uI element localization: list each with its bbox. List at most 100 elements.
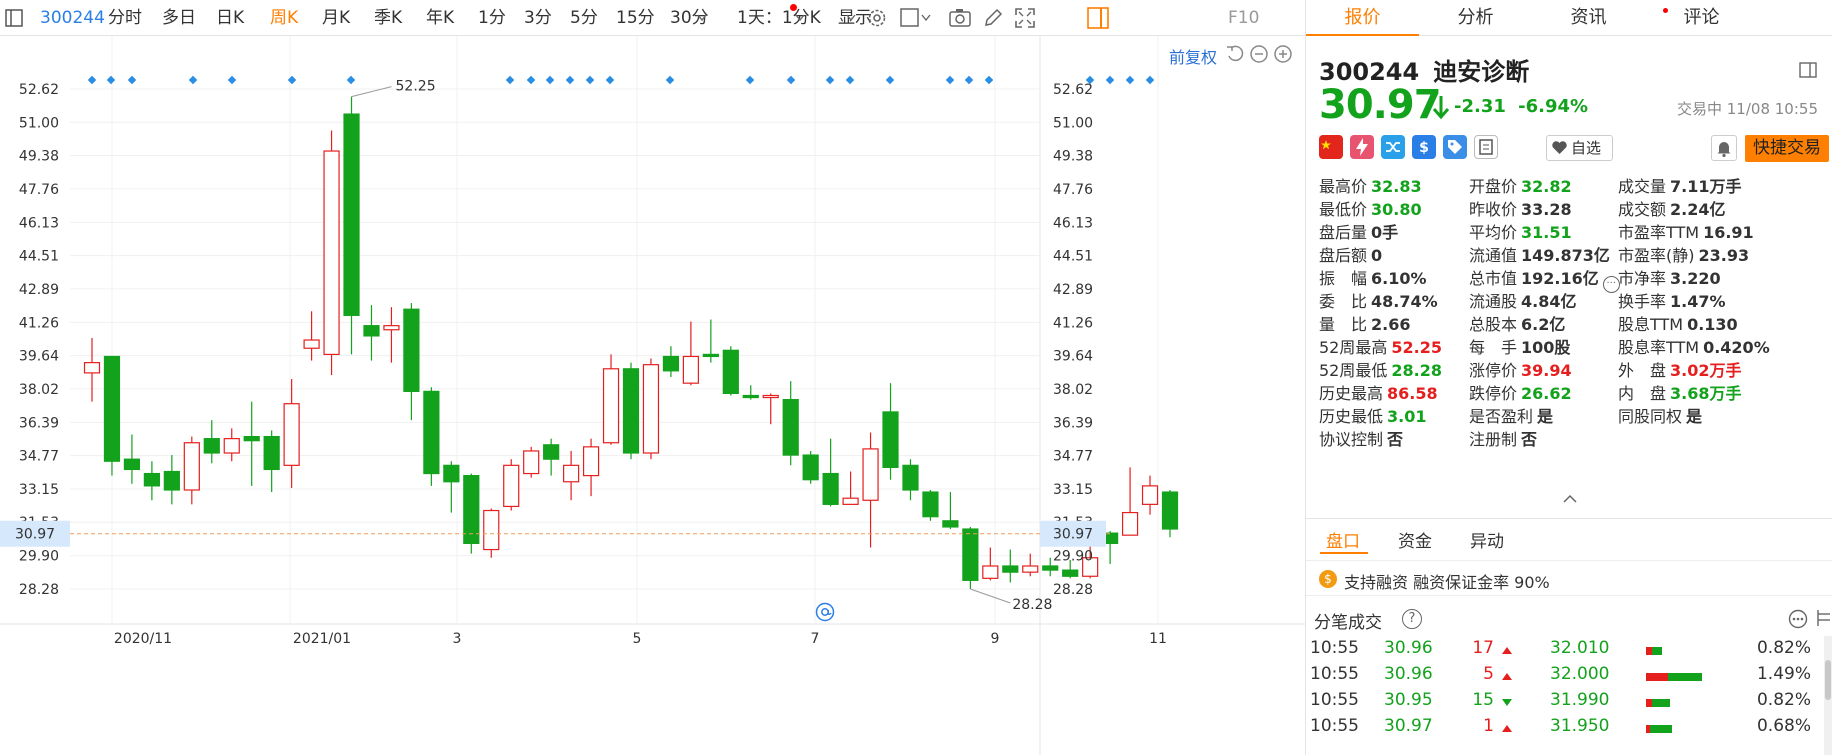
candle	[782, 381, 799, 466]
stock-code-tab[interactable]: 300244	[40, 8, 105, 28]
fullscreen-icon[interactable]	[1014, 7, 1036, 29]
event-marker[interactable]	[605, 75, 615, 85]
event-marker[interactable]	[984, 75, 994, 85]
event-marker[interactable]	[545, 75, 555, 85]
zoom-out-icon[interactable]	[1249, 44, 1269, 64]
layout-icon[interactable]	[5, 9, 23, 27]
period-tab[interactable]: 15分	[616, 8, 655, 28]
period-tab[interactable]: 显示	[838, 8, 872, 28]
candle	[463, 473, 480, 554]
lightning-icon[interactable]	[1350, 135, 1374, 159]
event-marker[interactable]	[585, 75, 595, 85]
orderbook-tab[interactable]: 盘口	[1326, 532, 1360, 552]
pencil-icon[interactable]	[983, 8, 1003, 28]
candle-body	[1022, 565, 1039, 573]
zoom-in-icon[interactable]	[1273, 44, 1293, 64]
event-marker[interactable]	[106, 75, 116, 85]
chevron-down-icon[interactable]	[846, 14, 856, 22]
camera-icon[interactable]	[949, 8, 971, 28]
kline-chart-area[interactable]: 前复权 52.62 52.62 51.00 51.00 49.38 49.38 47.76 4…	[0, 36, 1305, 755]
adjust-mode-button[interactable]: 前复权	[1168, 48, 1217, 67]
panel-toggle-icon[interactable]	[1087, 7, 1109, 29]
event-marker[interactable]	[227, 75, 237, 85]
event-markers	[87, 75, 1155, 85]
chevron-up-icon[interactable]	[1562, 494, 1578, 504]
period-tab[interactable]: F10	[1228, 8, 1260, 28]
square-icon[interactable]	[900, 8, 932, 28]
event-marker[interactable]	[665, 75, 675, 85]
tick-time: 10:55	[1310, 716, 1359, 736]
event-marker[interactable]	[885, 75, 895, 85]
candle	[882, 383, 899, 480]
event-marker[interactable]	[964, 75, 974, 85]
period-tab[interactable]: 多日	[162, 8, 196, 28]
candle-body	[902, 464, 919, 491]
candle-body	[443, 464, 460, 483]
period-tab[interactable]: 3分	[524, 8, 552, 28]
quick-trade-button[interactable]: 快捷交易	[1745, 135, 1829, 162]
chevron-down-icon[interactable]	[795, 14, 805, 22]
dollar-icon[interactable]: $	[1412, 135, 1436, 159]
orderbook-tab[interactable]: 异动	[1470, 532, 1504, 552]
candle	[682, 321, 699, 386]
side-tab[interactable]: 评论	[1683, 7, 1720, 28]
ratio-bar-buy	[1646, 673, 1668, 681]
side-tab[interactable]: 报价	[1306, 0, 1419, 36]
event-marker[interactable]	[1105, 75, 1115, 85]
more-icon[interactable]: ···	[1602, 276, 1620, 293]
candle-body	[163, 470, 180, 491]
tag-icon[interactable]	[1443, 135, 1467, 159]
help-icon[interactable]: ?	[1402, 609, 1422, 629]
period-tab[interactable]: 5分	[570, 8, 598, 28]
shuffle-icon[interactable]	[1381, 135, 1405, 159]
period-tab[interactable]: 30分	[670, 8, 709, 28]
tick-scroll-thumb[interactable]	[1825, 660, 1831, 700]
candle	[243, 401, 260, 486]
event-marker[interactable]	[565, 75, 575, 85]
add-watchlist-button[interactable]: 自选	[1546, 135, 1613, 161]
event-marker[interactable]	[505, 75, 515, 85]
grid-icon[interactable]	[1816, 608, 1832, 628]
event-marker[interactable]	[745, 75, 755, 85]
period-tab[interactable]: 季K	[374, 8, 403, 28]
event-marker[interactable]	[825, 75, 835, 85]
more-icon[interactable]	[1788, 609, 1808, 629]
note-icon[interactable]	[1474, 135, 1498, 159]
flag-cn-icon[interactable]	[1319, 135, 1343, 159]
event-marker[interactable]	[127, 75, 137, 85]
book-price: 32.010	[1550, 638, 1610, 658]
event-marker[interactable]	[526, 75, 536, 85]
event-marker[interactable]	[87, 75, 97, 85]
event-marker[interactable]	[1145, 75, 1155, 85]
event-marker[interactable]	[786, 75, 796, 85]
period-tab[interactable]: 年K	[426, 8, 455, 28]
event-marker[interactable]	[1125, 75, 1135, 85]
quote-label: 注册制	[1469, 430, 1518, 449]
collapse-panel-icon[interactable]	[1798, 60, 1818, 80]
gear-icon[interactable]	[866, 7, 888, 29]
chevron-down-icon[interactable]	[697, 14, 707, 22]
period-tab[interactable]: 月K	[322, 8, 351, 28]
quote-label: 盘后量	[1319, 223, 1368, 242]
event-marker[interactable]	[287, 75, 297, 85]
side-tab[interactable]: 资讯	[1570, 7, 1607, 28]
period-tab[interactable]: 日K	[216, 8, 245, 28]
period-tab[interactable]: 1天：1分K	[737, 8, 821, 28]
undo-icon[interactable]	[1225, 44, 1245, 64]
orderbook-tab[interactable]: 资金	[1398, 532, 1432, 552]
side-tab[interactable]: 分析	[1457, 7, 1494, 28]
event-marker[interactable]	[845, 75, 855, 85]
period-tab[interactable]: 1分	[478, 8, 506, 28]
event-marker[interactable]	[188, 75, 198, 85]
period-tab[interactable]: 周K	[270, 8, 299, 28]
event-marker[interactable]	[346, 75, 356, 85]
y-tick-label-right: 49.38	[1053, 149, 1093, 165]
candle	[1022, 553, 1039, 577]
candle	[103, 355, 121, 476]
alert-button[interactable]	[1711, 135, 1737, 161]
quote-field: 股息率TTM 0.420%	[1618, 337, 1770, 359]
tick-list[interactable]: 10:55 30.96 17 32.010 0.82% 10:55 30.96 5 32.000…	[1306, 636, 1832, 755]
at-icon[interactable]	[815, 602, 835, 622]
event-marker[interactable]	[945, 75, 955, 85]
period-tab[interactable]: 分时	[108, 8, 142, 28]
